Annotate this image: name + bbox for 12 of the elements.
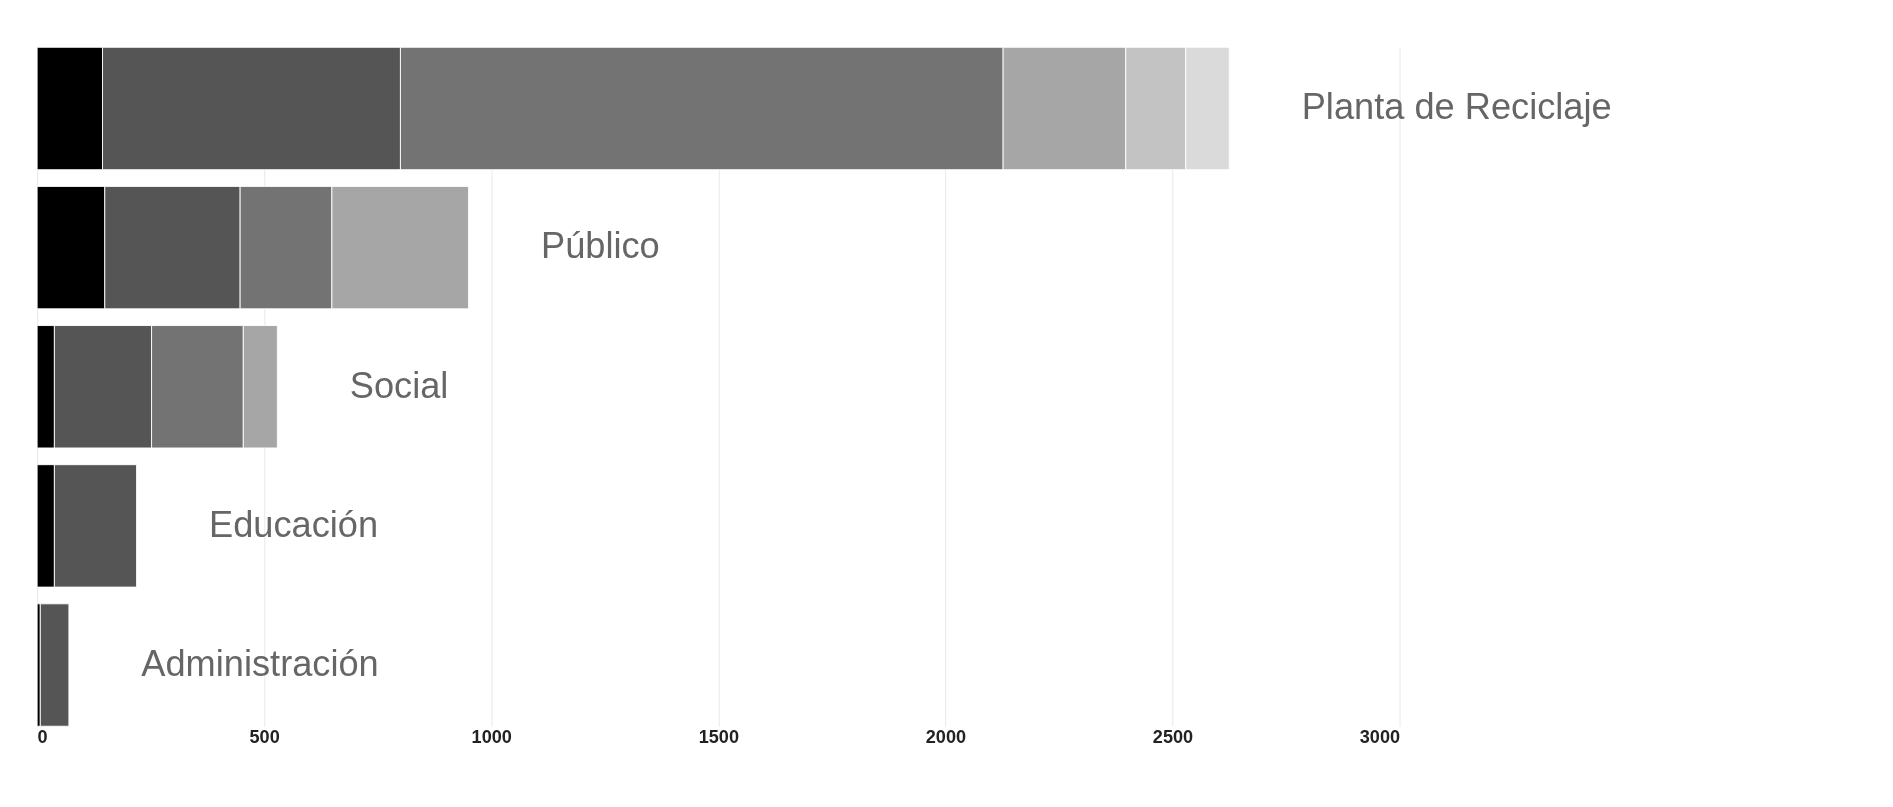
y-tick-label: Público	[541, 225, 660, 267]
x-tick-label: 500	[249, 727, 280, 747]
x-tick-label: 2000	[925, 727, 967, 747]
x-tick-label: 1500	[698, 727, 739, 747]
y-tick-label: Administración	[141, 642, 379, 684]
y-tick-label: Planta de Reciclaje	[1301, 86, 1612, 128]
y-tick-label: Educación	[209, 503, 379, 545]
x-tick-label: 2500	[1152, 727, 1194, 747]
x-tick-label: 3000	[1359, 727, 1401, 747]
x-tick-label: 0	[37, 727, 48, 747]
y-tick-label: Social	[349, 364, 449, 406]
x-tick-label: 1000	[471, 727, 512, 747]
